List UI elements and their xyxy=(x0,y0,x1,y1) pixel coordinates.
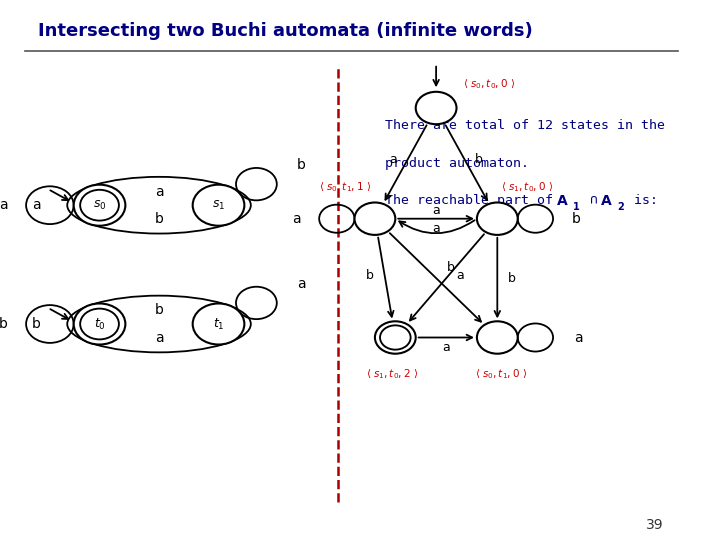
Text: is:: is: xyxy=(626,194,658,207)
Text: b: b xyxy=(366,269,374,282)
Text: A: A xyxy=(601,194,612,208)
Circle shape xyxy=(354,202,395,235)
Text: $s_1$: $s_1$ xyxy=(212,199,225,212)
Text: a: a xyxy=(297,277,306,291)
Text: ∩: ∩ xyxy=(582,194,606,207)
Circle shape xyxy=(193,303,244,345)
Text: a: a xyxy=(155,330,163,345)
Text: $s_0$: $s_0$ xyxy=(93,199,107,212)
Text: a: a xyxy=(574,330,582,345)
Circle shape xyxy=(80,309,119,339)
Circle shape xyxy=(415,92,456,124)
Text: b: b xyxy=(155,212,163,226)
Text: b: b xyxy=(0,317,7,331)
Text: $\langle$ $s_0,t_1,0$ $\rangle$: $\langle$ $s_0,t_1,0$ $\rangle$ xyxy=(474,367,527,381)
Text: $\langle$ $s_0,t_0,0$ $\rangle$: $\langle$ $s_0,t_0,0$ $\rangle$ xyxy=(463,77,516,91)
Text: product automaton.: product automaton. xyxy=(385,157,529,170)
Text: a: a xyxy=(390,152,397,166)
Text: a: a xyxy=(432,204,440,217)
Text: b: b xyxy=(475,152,483,166)
Text: The reachable part of: The reachable part of xyxy=(385,194,561,207)
Circle shape xyxy=(477,202,518,235)
Text: a: a xyxy=(432,222,440,235)
Text: b: b xyxy=(572,212,580,226)
Text: b: b xyxy=(32,317,41,331)
Circle shape xyxy=(80,190,119,220)
Text: $\langle$ $s_0,t_1,1$ $\rangle$: $\langle$ $s_0,t_1,1$ $\rangle$ xyxy=(319,180,372,194)
Text: $t_0$: $t_0$ xyxy=(94,316,105,332)
Text: $\langle$ $s_1,t_0,0$ $\rangle$: $\langle$ $s_1,t_0,0$ $\rangle$ xyxy=(500,180,553,194)
Text: $t_1$: $t_1$ xyxy=(212,316,225,332)
Circle shape xyxy=(193,185,244,226)
Text: b: b xyxy=(447,261,455,274)
Text: a: a xyxy=(0,198,7,212)
Circle shape xyxy=(477,321,518,354)
Text: There are total of 12 states in the: There are total of 12 states in the xyxy=(385,119,665,132)
Text: b: b xyxy=(297,158,306,172)
Text: 2: 2 xyxy=(617,202,624,213)
Circle shape xyxy=(73,303,125,345)
Text: a: a xyxy=(442,341,450,354)
Text: $\langle$ $s_1,t_0,2$ $\rangle$: $\langle$ $s_1,t_0,2$ $\rangle$ xyxy=(366,367,418,381)
Text: Intersecting two Buchi automata (infinite words): Intersecting two Buchi automata (infinit… xyxy=(38,22,533,39)
Text: a: a xyxy=(155,185,163,199)
Text: a: a xyxy=(32,198,40,212)
Text: 1: 1 xyxy=(573,202,580,213)
Text: 39: 39 xyxy=(647,518,664,532)
Circle shape xyxy=(375,321,415,354)
Circle shape xyxy=(73,185,125,226)
Text: a: a xyxy=(292,212,300,226)
Text: a: a xyxy=(456,269,464,282)
Text: A: A xyxy=(557,194,568,208)
Text: b: b xyxy=(508,272,516,285)
Circle shape xyxy=(380,325,410,350)
Text: b: b xyxy=(155,303,163,318)
